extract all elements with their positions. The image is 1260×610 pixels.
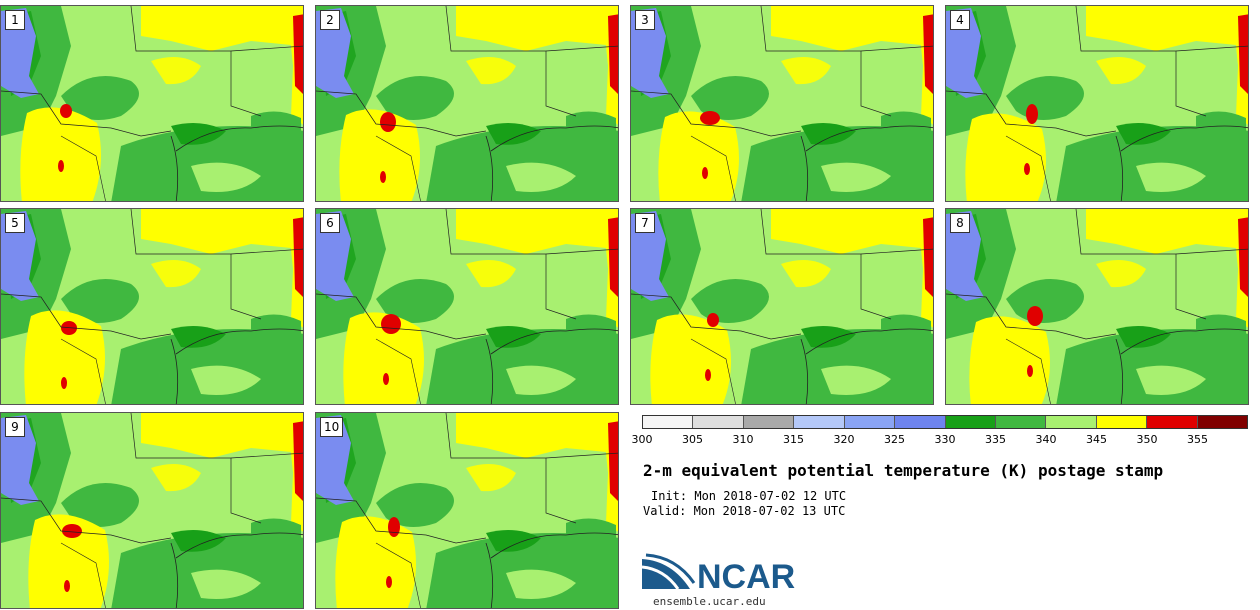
colorbar-segment	[945, 416, 996, 428]
ensemble-member-panel: 4	[945, 5, 1249, 202]
ncar-logo-text: NCAR	[697, 558, 796, 596]
colorbar-tick-label: 300	[631, 433, 653, 446]
colorbar-segment	[643, 416, 694, 428]
member-number-label: 6	[320, 213, 340, 233]
colorbar-segment	[1096, 416, 1148, 428]
member-number-label: 7	[635, 213, 655, 233]
colorbar-tick-label: 310	[732, 433, 754, 446]
member-number-label: 4	[950, 10, 970, 30]
colorbar-segment	[895, 416, 946, 428]
ensemble-member-panel: 7	[630, 208, 934, 405]
member-number-label: 9	[5, 417, 25, 437]
ensemble-member-panel: 10	[315, 412, 619, 609]
member-number-label: 8	[950, 213, 970, 233]
colorbar	[642, 415, 1248, 429]
colorbar-segment	[743, 416, 795, 428]
ncar-logo-icon	[642, 553, 696, 590]
colorbar-tick-label: 340	[1035, 433, 1057, 446]
colorbar-tick-label: 325	[884, 433, 905, 446]
colorbar-tick-label: 355	[1187, 433, 1208, 446]
colorbar-tick-label: 320	[833, 433, 855, 446]
colorbar-tick-label: 315	[783, 433, 804, 446]
colorbar-tick-label: 330	[934, 433, 956, 446]
member-number-label: 1	[5, 10, 25, 30]
member-number-label: 3	[635, 10, 655, 30]
colorbar-segment	[1147, 416, 1198, 428]
ensemble-member-panel: 6	[315, 208, 619, 405]
figure-title: 2-m equivalent potential temperature (K)…	[643, 461, 1164, 480]
member-number-label: 10	[320, 417, 344, 437]
valid-time: Valid: Mon 2018-07-02 13 UTC	[643, 504, 846, 518]
ensemble-member-panel: 5	[0, 208, 304, 405]
colorbar-segment	[794, 416, 845, 428]
colorbar-segment	[844, 416, 896, 428]
ensemble-member-panel: 3	[630, 5, 934, 202]
member-number-label: 5	[5, 213, 25, 233]
colorbar-tick-label: 345	[1086, 433, 1107, 446]
colorbar-segment	[693, 416, 744, 428]
init-time: Init: Mon 2018-07-02 12 UTC	[651, 489, 847, 503]
ensemble-member-panel: 9	[0, 412, 304, 609]
member-number-label: 2	[320, 10, 340, 30]
colorbar-tick-label: 335	[985, 433, 1006, 446]
colorbar-tick-label: 350	[1136, 433, 1158, 446]
website-url[interactable]: ensemble.ucar.edu	[653, 595, 766, 608]
ensemble-member-panel: 1	[0, 5, 304, 202]
colorbar-segment	[1046, 416, 1097, 428]
ensemble-member-panel: 2	[315, 5, 619, 202]
colorbar-segment	[995, 416, 1047, 428]
ensemble-member-panel: 8	[945, 208, 1249, 405]
colorbar-segment	[1197, 416, 1248, 428]
colorbar-tick-label: 305	[682, 433, 703, 446]
